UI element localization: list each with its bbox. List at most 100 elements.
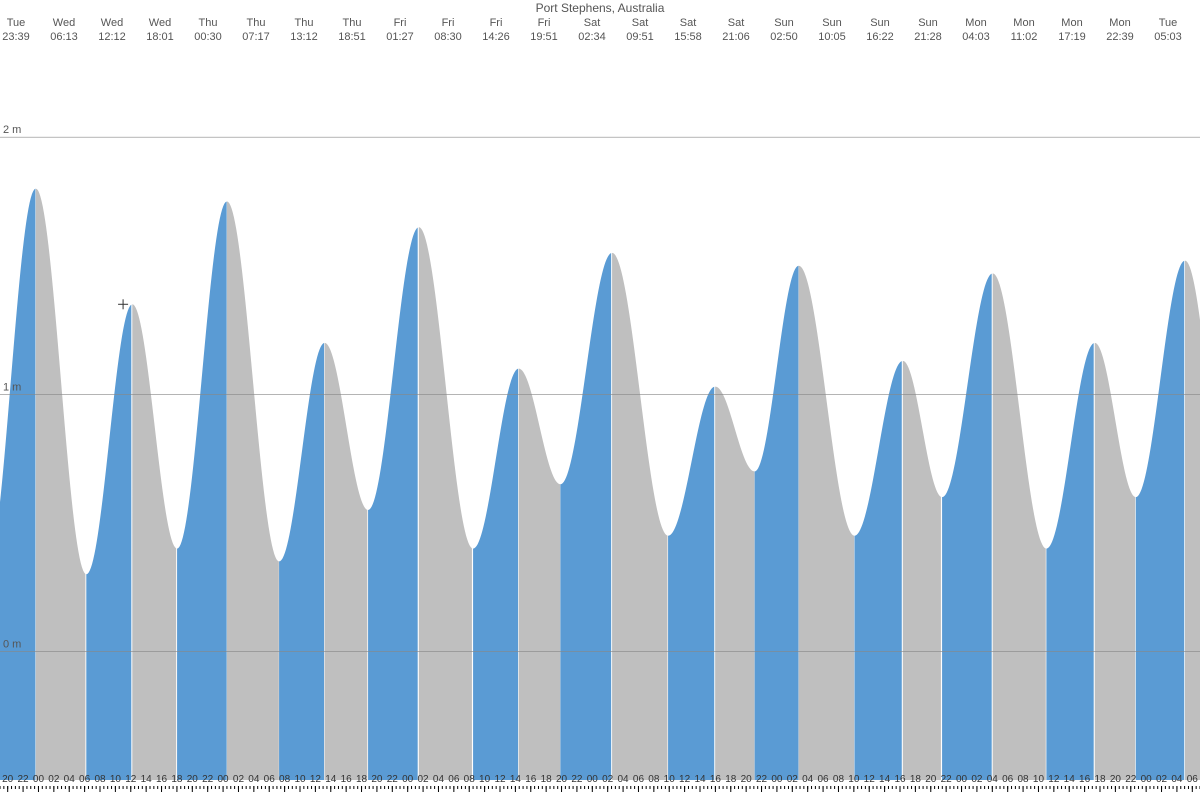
header-time: 15:58 (674, 31, 702, 43)
header-time: 13:12 (290, 31, 318, 43)
x-hour-label: 22 (202, 774, 214, 785)
y-axis-label: 1 m (3, 381, 21, 393)
x-hour-label: 06 (448, 774, 460, 785)
header-time: 00:30 (194, 31, 222, 43)
header-day: Tue (1159, 17, 1178, 29)
x-hour-label: 12 (125, 774, 137, 785)
header-time: 18:01 (146, 31, 174, 43)
header-time: 06:13 (50, 31, 78, 43)
x-hour-label: 06 (79, 774, 91, 785)
x-hour-label: 16 (525, 774, 537, 785)
x-hour-label: 04 (248, 774, 260, 785)
tide-rising-fill (1136, 261, 1184, 780)
x-hour-label: 12 (494, 774, 506, 785)
header-day: Mon (1061, 17, 1082, 29)
x-hour-label: 06 (264, 774, 276, 785)
header-day: Sun (774, 17, 794, 29)
x-hour-label: 06 (1002, 774, 1014, 785)
tide-rising-fill (177, 201, 227, 780)
header-time: 04:03 (962, 31, 990, 43)
tide-falling-fill (993, 273, 1046, 780)
x-hour-label: 14 (510, 774, 522, 785)
x-hour-label: 02 (1156, 774, 1168, 785)
x-hour-label: 06 (633, 774, 645, 785)
tide-falling-fill (132, 304, 176, 780)
header-time: 17:19 (1058, 31, 1086, 43)
tide-falling-fill (799, 266, 854, 780)
x-hour-label: 10 (479, 774, 491, 785)
x-hour-label: 14 (879, 774, 891, 785)
header-time: 09:51 (626, 31, 654, 43)
x-hour-label: 06 (818, 774, 830, 785)
x-hour-label: 04 (1171, 774, 1183, 785)
header-day: Sat (584, 17, 601, 29)
tide-rising-fill (668, 387, 714, 780)
header-time: 10:05 (818, 31, 846, 43)
x-hour-label: 18 (356, 774, 368, 785)
x-hour-label: 08 (833, 774, 845, 785)
tide-falling-fill (519, 369, 561, 780)
header-day: Sat (632, 17, 649, 29)
x-hour-label: 20 (556, 774, 568, 785)
x-hour-label: 02 (602, 774, 614, 785)
chart-title: Port Stephens, Australia (536, 1, 665, 15)
header-time: 11:02 (1011, 31, 1038, 43)
y-axis-label: 2 m (3, 124, 21, 136)
x-hour-label: 10 (294, 774, 306, 785)
x-hour-label: 18 (171, 774, 183, 785)
header-day: Fri (394, 17, 407, 29)
tide-falling-fill (903, 361, 941, 780)
x-hour-label: 18 (910, 774, 922, 785)
header-day: Thu (199, 17, 218, 29)
header-time: 18:51 (338, 31, 366, 43)
header-time: 23:39 (2, 31, 30, 43)
header-day: Sun (918, 17, 938, 29)
header-time: 08:30 (434, 31, 462, 43)
tide-falling-fill (36, 189, 86, 780)
tide-rising-fill (473, 369, 518, 780)
x-hour-label: 20 (925, 774, 937, 785)
tide-falling-fill (612, 253, 667, 780)
header-day: Fri (490, 17, 503, 29)
x-hour-label: 02 (233, 774, 245, 785)
x-hour-label: 16 (341, 774, 353, 785)
header-day: Fri (442, 17, 455, 29)
header-day: Wed (101, 17, 123, 29)
x-hour-label: 08 (648, 774, 660, 785)
x-hour-label: 20 (371, 774, 383, 785)
x-hour-label: 08 (279, 774, 291, 785)
header-time: 01:27 (386, 31, 414, 43)
tide-rising-fill (942, 274, 992, 780)
tide-falling-fill (227, 201, 279, 780)
header-day: Sun (822, 17, 842, 29)
x-hour-label: 22 (1125, 774, 1137, 785)
x-hour-label: 20 (2, 774, 14, 785)
x-hour-label: 20 (187, 774, 199, 785)
tide-rising-fill (368, 228, 418, 780)
x-hour-label: 20 (1110, 774, 1122, 785)
header-labels: Tue23:39Wed06:13Wed12:12Wed18:01Thu00:30… (2, 17, 1182, 43)
x-hour-label: 02 (971, 774, 983, 785)
tide-falling-fill (419, 227, 472, 780)
x-hour-label: 14 (141, 774, 153, 785)
x-hour-label: 22 (18, 774, 30, 785)
x-hour-label: 00 (956, 774, 968, 785)
x-hour-label: 12 (864, 774, 876, 785)
header-time: 14:26 (482, 31, 510, 43)
header-time: 02:50 (770, 31, 798, 43)
tide-rising-fill (86, 305, 131, 780)
x-hour-label: 04 (802, 774, 814, 785)
x-hour-label: 12 (310, 774, 322, 785)
header-day: Mon (1013, 17, 1034, 29)
marker-cross (118, 299, 128, 309)
header-day: Thu (295, 17, 314, 29)
x-hour-label: 16 (894, 774, 906, 785)
x-hour-label: 08 (1018, 774, 1030, 785)
header-day: Thu (247, 17, 266, 29)
y-axis-label: 0 m (3, 638, 21, 650)
x-hour-label: 16 (1079, 774, 1091, 785)
x-hour-label: 08 (94, 774, 106, 785)
x-hour-label: 04 (987, 774, 999, 785)
header-day: Wed (149, 17, 171, 29)
x-hour-label: 02 (787, 774, 799, 785)
